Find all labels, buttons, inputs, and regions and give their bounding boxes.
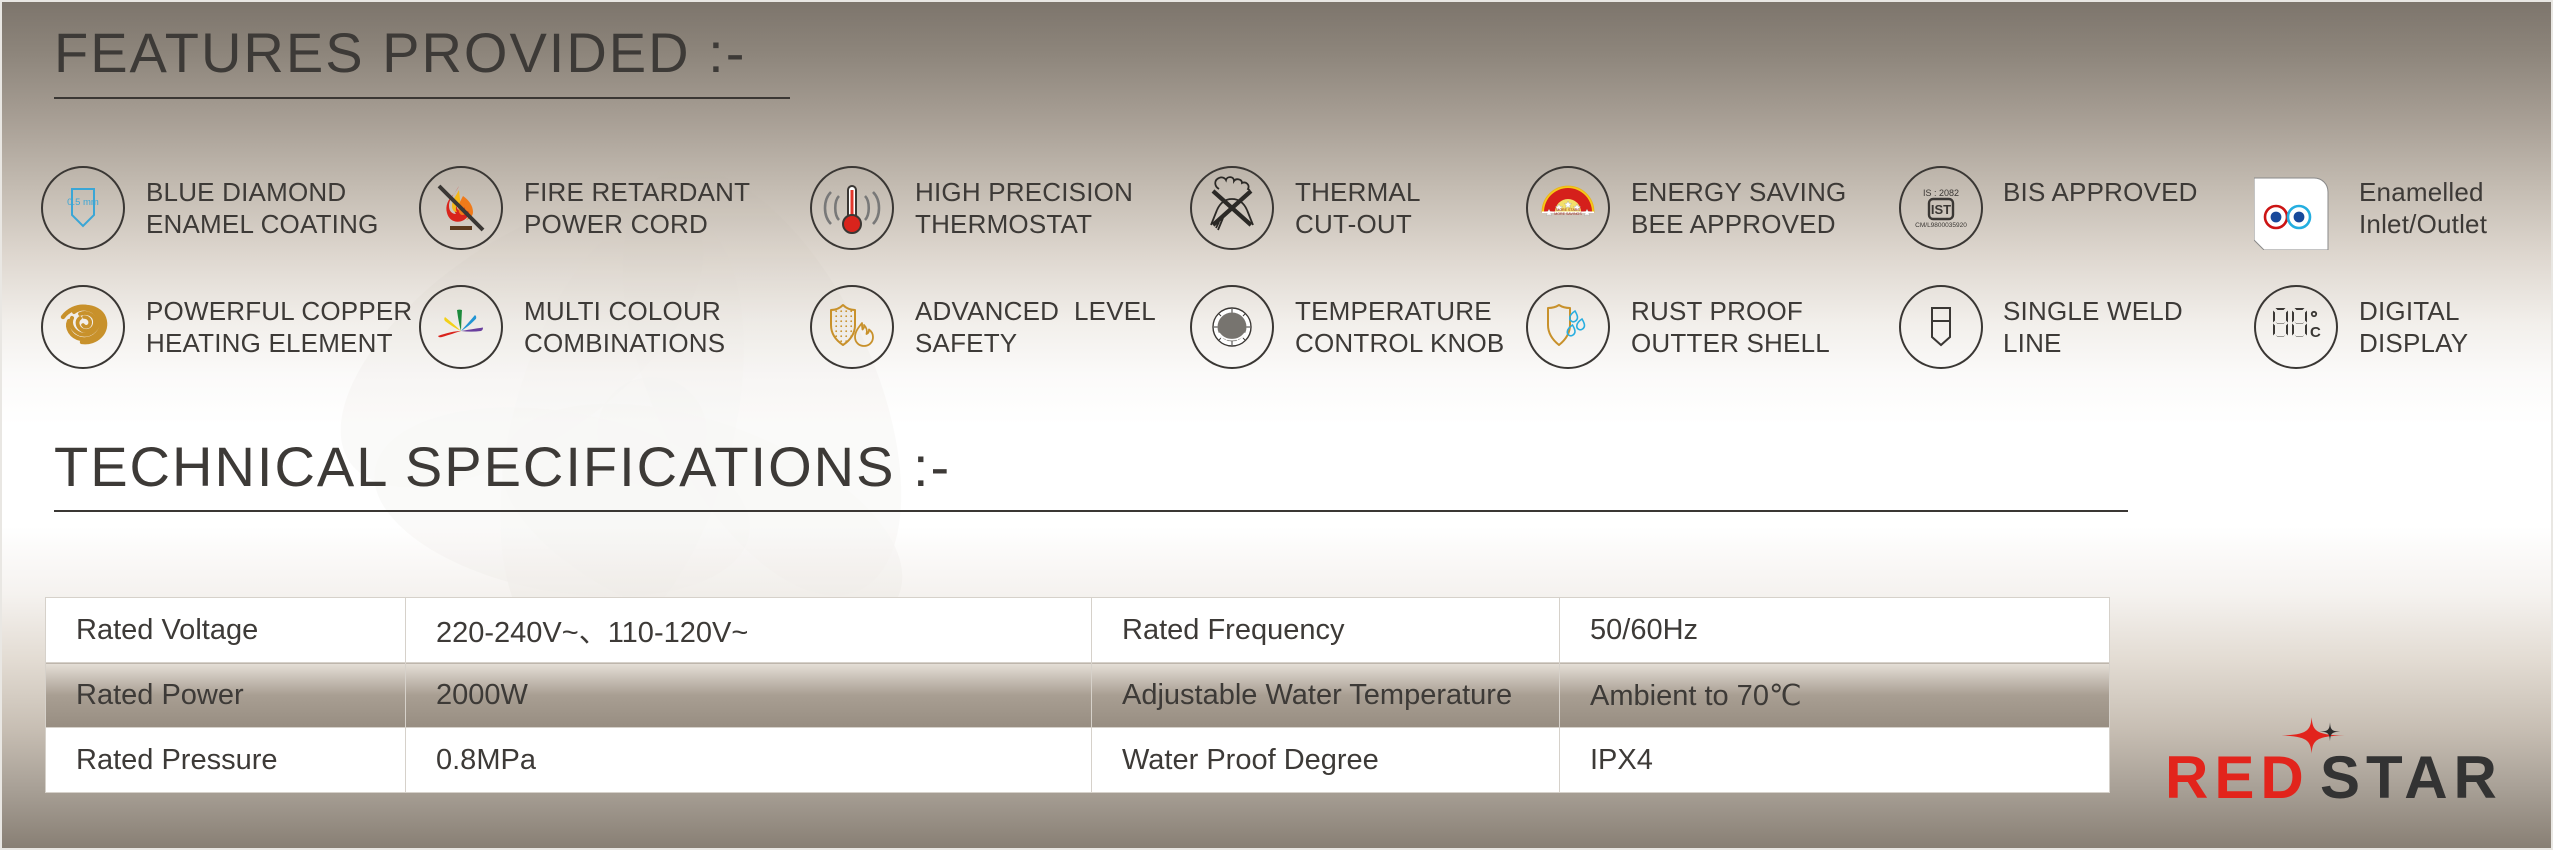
svg-text:RED: RED	[2165, 744, 2310, 811]
svg-text:MORE SAVINGS: MORE SAVINGS	[1554, 212, 1582, 216]
svg-text:CM/L9800035920: CM/L9800035920	[1915, 222, 1967, 229]
svg-text:IS : 2082: IS : 2082	[1923, 188, 1959, 198]
svg-text:C: C	[2310, 324, 2321, 341]
svg-text:IST: IST	[1931, 202, 1951, 217]
svg-text:STAR: STAR	[2320, 744, 2503, 811]
svg-text:0.5 mm: 0.5 mm	[67, 197, 99, 208]
